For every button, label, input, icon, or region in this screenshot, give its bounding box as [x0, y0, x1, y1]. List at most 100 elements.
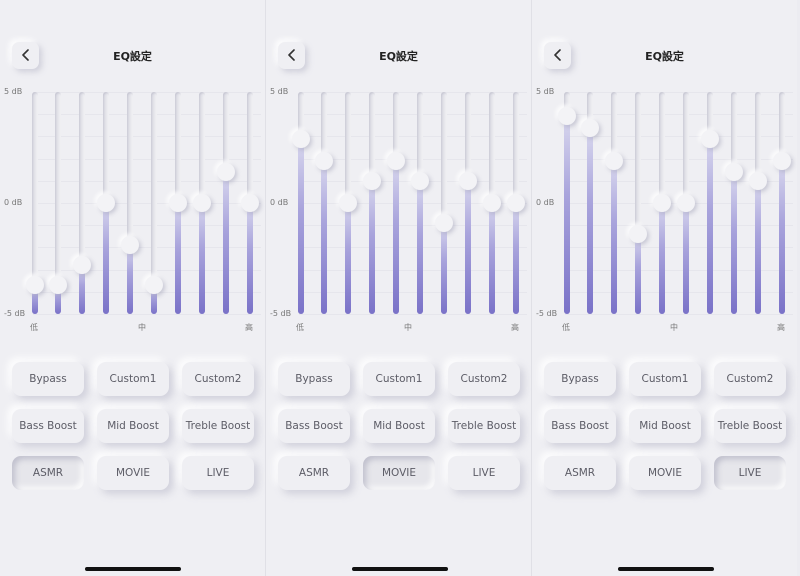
slider-track[interactable]	[635, 92, 641, 314]
slider-knob[interactable]	[483, 194, 501, 212]
db-scale-label-bottom: -5 dB	[4, 309, 26, 318]
slider-knob[interactable]	[145, 276, 163, 295]
slider-track[interactable]	[55, 92, 61, 314]
preset-button-bass-boost[interactable]: Bass Boost	[544, 409, 616, 443]
preset-button-live[interactable]: LIVE	[448, 456, 520, 490]
slider-knob[interactable]	[411, 171, 429, 190]
grid-line	[565, 158, 793, 160]
slider-track[interactable]	[32, 92, 38, 314]
preset-button-mid-boost[interactable]: Mid Boost	[363, 409, 435, 443]
panel-divider	[531, 0, 532, 576]
db-scale-label-mid: 0 dB	[536, 198, 555, 207]
frequency-label-high: 高	[245, 323, 253, 332]
slider-fill	[611, 160, 617, 314]
frequency-label-low: 低	[562, 323, 570, 332]
grid-line	[299, 269, 527, 271]
frequency-label-low: 低	[296, 323, 304, 332]
slider-track[interactable]	[151, 92, 157, 314]
back-button[interactable]	[544, 42, 571, 69]
preset-button-treble-boost[interactable]: Treble Boost	[448, 409, 520, 443]
slider-track[interactable]	[127, 92, 133, 314]
preset-button-asmr[interactable]: ASMR	[544, 456, 616, 490]
slider-track[interactable]	[441, 92, 447, 314]
preset-button-movie[interactable]: MOVIE	[97, 456, 169, 490]
slider-knob[interactable]	[725, 162, 743, 181]
back-button[interactable]	[12, 42, 39, 69]
preset-button-custom2[interactable]: Custom2	[182, 362, 254, 396]
home-indicator	[352, 567, 448, 571]
slider-knob[interactable]	[169, 194, 187, 212]
preset-button-custom1[interactable]: Custom1	[97, 362, 169, 396]
preset-button-movie[interactable]: MOVIE	[363, 456, 435, 490]
grid-line	[565, 92, 793, 93]
grid-line	[565, 136, 793, 138]
slider-fill	[103, 203, 109, 314]
preset-button-asmr[interactable]: ASMR	[278, 456, 350, 490]
page-title: EQ設定	[113, 50, 152, 63]
preset-button-live[interactable]: LIVE	[714, 456, 786, 490]
slider-fill	[55, 285, 61, 314]
slider-knob[interactable]	[315, 151, 333, 170]
slider-knob[interactable]	[217, 162, 235, 181]
preset-button-bypass[interactable]: Bypass	[12, 362, 84, 396]
db-scale-label-bottom: -5 dB	[536, 309, 558, 318]
slider-knob[interactable]	[629, 225, 647, 244]
preset-button-live[interactable]: LIVE	[182, 456, 254, 490]
slider-knob[interactable]	[26, 276, 44, 295]
preset-button-treble-boost[interactable]: Treble Boost	[714, 409, 786, 443]
preset-button-mid-boost[interactable]: Mid Boost	[629, 409, 701, 443]
slider-knob[interactable]	[193, 194, 211, 212]
slider-track[interactable]	[79, 92, 85, 314]
preset-button-asmr[interactable]: ASMR	[12, 456, 84, 490]
slider-knob[interactable]	[121, 236, 139, 255]
eq-screen-panel: EQ設定 5 dB 0 dB -5 dB 低 中 高 Bypass Custom1 Custom2…	[532, 0, 797, 576]
slider-knob[interactable]	[292, 129, 310, 148]
slider-fill	[298, 138, 304, 314]
preset-button-bypass[interactable]: Bypass	[278, 362, 350, 396]
slider-knob[interactable]	[97, 194, 115, 212]
slider-knob[interactable]	[459, 171, 477, 190]
slider-knob[interactable]	[435, 213, 453, 232]
grid-line	[299, 247, 527, 249]
slider-fill	[345, 203, 351, 314]
home-indicator	[85, 567, 181, 571]
preset-button-bypass[interactable]: Bypass	[544, 362, 616, 396]
preset-button-custom2[interactable]: Custom2	[448, 362, 520, 396]
slider-knob[interactable]	[701, 129, 719, 148]
slider-knob[interactable]	[677, 194, 695, 212]
slider-knob[interactable]	[73, 256, 91, 275]
db-scale-label-mid: 0 dB	[270, 198, 289, 207]
slider-knob[interactable]	[339, 194, 357, 212]
grid-line	[33, 247, 261, 249]
slider-knob[interactable]	[653, 194, 671, 212]
slider-knob[interactable]	[387, 151, 405, 170]
preset-button-movie[interactable]: MOVIE	[629, 456, 701, 490]
slider-knob[interactable]	[749, 171, 767, 190]
preset-button-custom2[interactable]: Custom2	[714, 362, 786, 396]
slider-fill	[223, 171, 229, 314]
slider-knob[interactable]	[507, 194, 525, 212]
grid-line	[33, 92, 261, 93]
preset-button-bass-boost[interactable]: Bass Boost	[278, 409, 350, 443]
preset-button-bass-boost[interactable]: Bass Boost	[12, 409, 84, 443]
db-scale-label-bottom: -5 dB	[270, 309, 292, 318]
slider-knob[interactable]	[241, 194, 259, 212]
preset-button-mid-boost[interactable]: Mid Boost	[97, 409, 169, 443]
slider-knob[interactable]	[363, 171, 381, 190]
slider-knob[interactable]	[49, 276, 67, 295]
back-button[interactable]	[278, 42, 305, 69]
slider-knob[interactable]	[581, 118, 599, 137]
grid-line	[33, 136, 261, 138]
slider-knob[interactable]	[605, 151, 623, 170]
frequency-label-low: 低	[30, 323, 38, 332]
frequency-label-mid: 中	[138, 323, 146, 332]
slider-knob[interactable]	[558, 107, 576, 126]
slider-knob[interactable]	[773, 151, 791, 170]
preset-button-treble-boost[interactable]: Treble Boost	[182, 409, 254, 443]
preset-button-custom1[interactable]: Custom1	[363, 362, 435, 396]
preset-button-custom1[interactable]: Custom1	[629, 362, 701, 396]
chevron-left-icon	[286, 46, 298, 65]
slider-fill	[731, 171, 737, 314]
grid-line	[33, 269, 261, 271]
db-scale-label-mid: 0 dB	[4, 198, 23, 207]
